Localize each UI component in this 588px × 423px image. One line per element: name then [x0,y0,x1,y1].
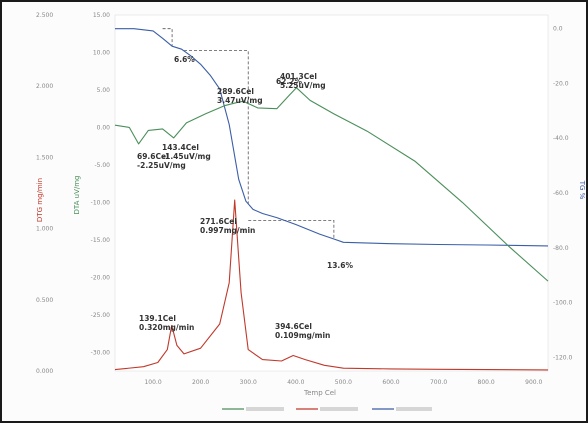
tg-tick-label: 0.0 [553,26,563,33]
tg-tick-label: -40.0 [553,135,569,142]
annotation-line: 6.6% [174,55,195,64]
x-axis-label: Temp Cel [303,389,336,397]
annotation-line: 0.109mg/min [275,331,330,340]
annotation-line: 5.25uV/mg [280,81,326,90]
annotation-line: 401.3Cel [280,72,317,81]
annotation-line: 13.6% [327,261,354,270]
legend [222,407,432,411]
annotation-line: -1.45uV/mg [162,152,211,161]
annotation-line: 394.6Cel [275,322,312,331]
dtg-axis-label: DTG mg/min [36,178,44,222]
dta-axis-label: DTA uV/mg [73,176,81,215]
x-tick-label: 100.0 [144,379,161,386]
dtg-tick-label: 1.000 [36,226,53,233]
annotation-label: 394.6Cel 0.109mg/min [275,322,330,340]
annotation-line: 62.2% [276,77,303,86]
annotation-line: -2.25uV/mg [137,161,186,170]
dtg-tick-label: 1.500 [36,154,53,161]
mass-loss-step-marker [162,28,173,47]
dta-tick-label: -30.00 [91,349,111,356]
tg-axis-label: TG % [578,180,586,200]
x-tick-label: 800.0 [478,379,495,386]
x-tick-label: 400.0 [287,379,304,386]
plot-area [114,14,549,372]
dta-tick-label: -5.00 [94,162,110,169]
dta-tick-label: 15.00 [93,12,110,19]
annotation-line: 143.4Cel [162,143,199,152]
annotation-line: 3.47uV/mg [217,96,263,105]
dta-tick-label: 5.00 [97,87,111,94]
x-tick-label: 300.0 [240,379,257,386]
legend-text-dta [246,407,284,411]
tg-curve [115,28,549,247]
annotation-label: 271.6Cel 0.997mg/min [200,217,255,235]
mass-loss-step-marker [248,219,335,240]
dtg-tick-label: 2.000 [36,83,53,90]
annotation-line: 0.997mg/min [200,226,255,235]
annotation-label: 139.1Cel 0.320mg/min [139,314,194,332]
x-tick-label: 600.0 [382,379,399,386]
x-tick-label: 900.0 [525,379,542,386]
dta-tick-label: -25.00 [91,312,111,319]
annotation-line: 289.6Cel [217,87,254,96]
annotation-line: 69.6Cel [137,152,169,161]
annotation-line: 271.6Cel [200,217,237,226]
dtg-curve [114,199,549,371]
tg-tick-label: -100.0 [553,300,573,307]
annotation-label: 69.6Cel -2.25uV/mg [137,152,186,170]
x-tick-label: 700.0 [430,379,447,386]
annotation-label: 13.6% [327,261,354,270]
legend-text-tg [396,407,432,411]
dtg-tick-label: 2.500 [36,12,53,19]
annotation-label: 289.6Cel 3.47uV/mg [217,87,263,105]
annotation-label: 62.2% [276,77,303,86]
tg-tick-label: -80.0 [553,245,569,252]
annotation-line: 139.1Cel [139,314,176,323]
legend-text-dtg [320,407,358,411]
annotation-label: 143.4Cel -1.45uV/mg [162,143,211,161]
dta-tick-label: 0.00 [97,124,111,131]
dta-tick-label: -15.00 [91,237,111,244]
dta-tick-label: -10.00 [91,199,111,206]
dta-tick-label: -20.00 [91,274,111,281]
x-tick-label: 500.0 [335,379,352,386]
dtg-tick-label: 0.500 [36,297,53,304]
annotation-line: 0.320mg/min [139,323,194,332]
annotation-label: 6.6% [174,55,195,64]
annotation-label: 401.3Cel 5.25uV/mg [280,72,326,90]
tg-tick-label: -60.0 [553,190,569,197]
dtg-tick-label: 0.000 [36,368,53,375]
dta-curve [114,87,549,282]
tg-tick-label: -20.0 [553,80,569,87]
tg-tick-label: -120.0 [553,354,573,361]
x-tick-label: 200.0 [192,379,209,386]
mass-loss-step-marker [183,50,249,204]
dta-tick-label: 10.00 [93,49,110,56]
